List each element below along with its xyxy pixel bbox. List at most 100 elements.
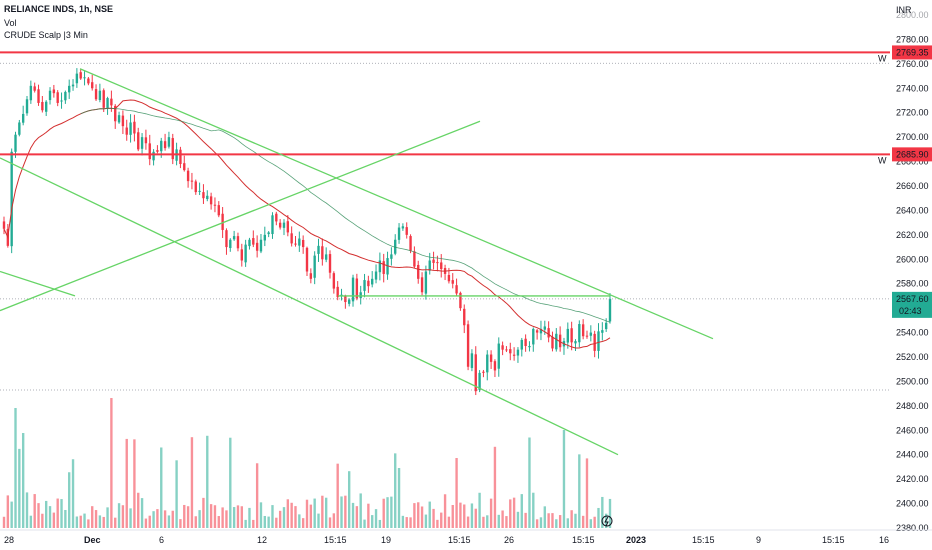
- volume-bar: [539, 517, 543, 528]
- candle-body: [202, 192, 205, 199]
- candle-body: [282, 222, 286, 228]
- volume-bar: [340, 496, 343, 528]
- volume-bar: [194, 516, 197, 528]
- volume-bar: [516, 511, 520, 528]
- candle-body: [271, 215, 274, 235]
- level-alert-marker: W: [878, 53, 887, 63]
- volume-indicator-label[interactable]: Vol: [4, 18, 17, 28]
- crude-scalp-indicator-label[interactable]: CRUDE Scalp |3 Min: [4, 30, 88, 40]
- volume-bar: [474, 508, 477, 528]
- volume-bar: [271, 505, 274, 528]
- candles-pane: [2, 68, 612, 396]
- candle-body: [417, 264, 420, 279]
- candle-body: [129, 122, 132, 135]
- volume-bar: [167, 515, 171, 528]
- volume-bar: [290, 502, 293, 528]
- candle-body: [83, 77, 86, 79]
- volume-bar: [378, 519, 382, 528]
- candle-body: [114, 105, 117, 122]
- candle-body: [543, 326, 546, 330]
- volume-bar: [501, 510, 504, 528]
- downtrend-lower-line[interactable]: [0, 157, 619, 456]
- volume-bar: [301, 518, 305, 528]
- candle-body: [94, 89, 98, 100]
- candle-body: [140, 137, 144, 149]
- volume-bar: [547, 513, 550, 528]
- volume-bar: [466, 516, 470, 528]
- volume-bar: [83, 513, 86, 528]
- price-tick: 2720.00: [896, 108, 929, 118]
- candle-body: [163, 141, 167, 149]
- candle-body: [597, 331, 600, 351]
- candle-body: [56, 92, 59, 103]
- current-price-tag-bg[interactable]: [892, 291, 932, 318]
- volume-bar: [562, 429, 566, 528]
- volume-bar: [455, 458, 458, 528]
- candle-body: [160, 140, 163, 152]
- downtrend-upper-line[interactable]: [79, 68, 714, 340]
- volume-bar: [52, 512, 56, 528]
- candle-body: [581, 324, 585, 337]
- volume-bar: [175, 460, 178, 528]
- volume-bar: [232, 507, 236, 528]
- time-tick: 15:15: [324, 535, 347, 545]
- volume-bar: [574, 513, 577, 528]
- candle-body: [301, 239, 305, 248]
- candle-body: [2, 221, 6, 229]
- candle-body: [64, 91, 67, 101]
- candle-body: [351, 277, 355, 302]
- candle-body: [317, 245, 320, 254]
- volume-bar: [459, 502, 462, 528]
- volume-bar: [64, 509, 67, 528]
- candle-body: [255, 242, 259, 251]
- volume-bar: [558, 515, 562, 528]
- volume-bar: [363, 519, 366, 528]
- volume-bar: [489, 498, 493, 528]
- volume-bar: [102, 516, 105, 528]
- lightning-icon[interactable]: [601, 515, 613, 527]
- volume-bar: [528, 437, 531, 528]
- candle-body: [532, 328, 535, 345]
- volume-bar: [121, 505, 125, 528]
- candle-body: [512, 354, 516, 356]
- candle-body: [405, 227, 408, 235]
- candle-body: [497, 343, 500, 369]
- candle-body: [555, 333, 558, 350]
- candle-body: [263, 234, 266, 241]
- candle-body: [359, 292, 362, 299]
- time-tick: 16: [879, 535, 889, 545]
- candle-body: [18, 122, 21, 135]
- volume-bar: [217, 516, 220, 528]
- volume-bar: [25, 492, 29, 528]
- volume-bar: [133, 439, 136, 528]
- volume-bar: [18, 448, 21, 528]
- drawings[interactable]: [0, 51, 890, 456]
- candle-body: [505, 349, 508, 351]
- volume-bar: [593, 516, 596, 528]
- lightning-icon-glyph: [604, 516, 609, 527]
- candle-body: [98, 90, 102, 101]
- symbol-title[interactable]: RELIANCE INDS, 1h, NSE: [4, 4, 114, 14]
- volume-bar: [248, 507, 251, 528]
- candle-body: [33, 86, 36, 91]
- volume-bar: [163, 510, 167, 528]
- candle-body: [535, 330, 539, 333]
- candle-body: [520, 339, 523, 350]
- price-tick: 2460.00: [896, 425, 929, 435]
- candle-body: [378, 260, 382, 273]
- level-tag-label: 2685.90: [896, 149, 929, 159]
- price-tick: 2760.00: [896, 59, 929, 69]
- volume-bar: [482, 516, 485, 528]
- short-support-line[interactable]: [0, 270, 76, 297]
- time-tick: 15:15: [572, 535, 595, 545]
- candle-body: [71, 84, 75, 87]
- time-axis[interactable]: 28 Dec 6 12 15:15 19 15:15 26 15:15 2023 15:15 9 15:…: [0, 515, 932, 545]
- candle-body: [117, 115, 121, 123]
- candle-body: [236, 236, 240, 249]
- uptrend-line[interactable]: [0, 120, 481, 312]
- candle-body: [509, 349, 512, 354]
- candle-body: [290, 233, 293, 244]
- volume-bar: [374, 509, 378, 528]
